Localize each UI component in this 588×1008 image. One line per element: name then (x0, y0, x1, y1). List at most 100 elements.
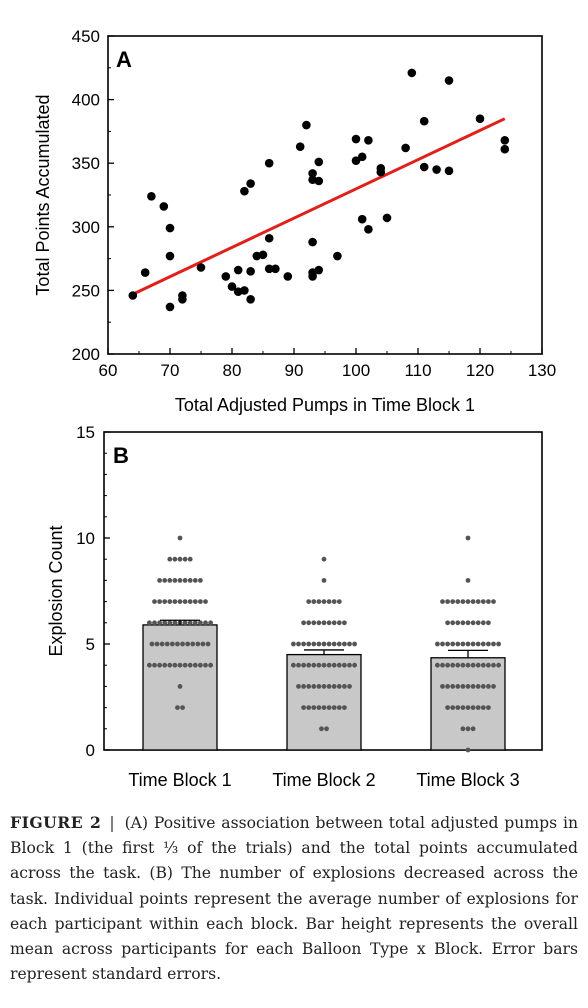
category-label: Time Block 3 (416, 770, 519, 790)
scatter-point (351, 134, 361, 144)
panel-a-x-axis-label: Total Adjusted Pumps in Time Block 1 (175, 395, 475, 415)
scatter-point (159, 202, 169, 211)
participant-dot (326, 662, 332, 668)
scatter-point (419, 116, 429, 126)
participant-dot (175, 641, 180, 647)
participant-dot (445, 599, 450, 604)
scatter-point (444, 76, 454, 85)
participant-dot (336, 705, 342, 710)
participant-dot (465, 747, 471, 753)
participant-dot (311, 705, 317, 710)
panel-a-y-tick-label: 400 (72, 91, 100, 110)
caption-text: (A) Positive association between total a… (10, 814, 579, 984)
scatter-point (221, 272, 231, 281)
participant-dot (440, 641, 445, 647)
participant-dot (205, 641, 211, 647)
participant-dot (331, 705, 337, 710)
figure-caption: FIGURE 2 | (A) Positive association betwee… (10, 810, 578, 987)
scatter-point (264, 158, 274, 168)
bar (286, 653, 362, 751)
participant-dot (192, 662, 198, 668)
participant-dot (440, 599, 445, 604)
participant-dot (342, 684, 347, 689)
participant-dot (475, 684, 481, 689)
participant-dot (203, 599, 208, 604)
participant-dot (180, 641, 185, 647)
participant-dot (326, 599, 332, 604)
participant-dot (301, 684, 306, 689)
participant-dot (203, 662, 208, 668)
panel-a-y-tick-label: 250 (72, 281, 100, 300)
participant-dot (347, 641, 352, 647)
participant-dot (331, 684, 337, 689)
participant-dot (470, 641, 476, 647)
participant-dot (496, 662, 501, 668)
participant-dot (455, 684, 461, 689)
participant-dot (157, 662, 163, 668)
scatter-point (178, 295, 187, 304)
scatter-point (401, 143, 410, 153)
participant-dot (460, 641, 466, 647)
scatter-point (308, 169, 317, 178)
participant-dot (342, 662, 347, 668)
participant-dot (470, 705, 476, 710)
participant-dot (306, 705, 312, 710)
participant-dot (486, 641, 491, 647)
participant-dot (475, 662, 481, 668)
participant-dot (182, 599, 188, 604)
participant-dot (445, 641, 450, 647)
participant-dot (316, 599, 322, 604)
panel-a-x-tick-label: 110 (404, 361, 431, 380)
participant-dot (147, 620, 152, 626)
participant-dot (450, 705, 456, 710)
participant-dot (460, 684, 466, 689)
participant-dot (465, 620, 471, 626)
participant-dot (296, 662, 301, 668)
participant-dot (187, 599, 193, 604)
participant-dot (157, 599, 163, 604)
participant-dot (316, 684, 322, 689)
participant-dot (177, 662, 183, 668)
participant-dot (480, 684, 486, 689)
panel-a-regression (132, 117, 506, 296)
participant-dot (321, 599, 327, 604)
participant-dot (164, 641, 170, 647)
participant-dot (465, 641, 471, 647)
participant-dot (496, 641, 501, 647)
participant-dot (182, 620, 188, 626)
participant-dot (172, 578, 178, 583)
participant-dot (167, 578, 173, 583)
participant-dot (336, 662, 342, 668)
participant-dot (321, 684, 327, 689)
participant-dot (187, 662, 193, 668)
scatter-point (351, 156, 361, 165)
participant-dot (187, 556, 193, 562)
participant-dot (198, 620, 203, 626)
scatter-point (271, 264, 280, 274)
participant-dot (195, 641, 201, 647)
participant-dot (480, 641, 486, 647)
scatter-point (165, 251, 175, 261)
participant-dot (470, 684, 476, 689)
participant-dot (311, 620, 317, 626)
participant-dot (301, 662, 306, 668)
participant-dot (316, 705, 322, 710)
scatter-point (314, 157, 324, 167)
participant-dot (435, 662, 440, 668)
scatter-point (419, 162, 429, 172)
participant-dot (440, 662, 445, 668)
scatter-point (246, 267, 255, 276)
scatter-point (128, 291, 138, 300)
participant-dot (311, 662, 317, 668)
participant-dot (342, 705, 347, 710)
participant-dot (167, 599, 173, 604)
participant-dot (192, 599, 198, 604)
participant-dot (198, 599, 203, 604)
participant-dot (172, 556, 178, 562)
panel-a-x-tick-label: 80 (223, 361, 242, 380)
scatter-point (240, 286, 249, 295)
participant-dot (331, 620, 337, 626)
participant-dot (180, 705, 185, 710)
participant-dot (465, 578, 471, 583)
scatter-point (140, 268, 150, 277)
